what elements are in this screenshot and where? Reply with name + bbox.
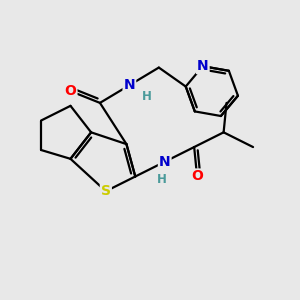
- Text: O: O: [64, 84, 76, 98]
- Text: N: N: [197, 59, 208, 73]
- Text: N: N: [124, 78, 135, 92]
- Text: H: H: [142, 91, 152, 103]
- Text: S: S: [101, 184, 111, 198]
- Text: N: N: [159, 155, 170, 169]
- Text: H: H: [157, 173, 167, 186]
- Text: O: O: [191, 169, 203, 184]
